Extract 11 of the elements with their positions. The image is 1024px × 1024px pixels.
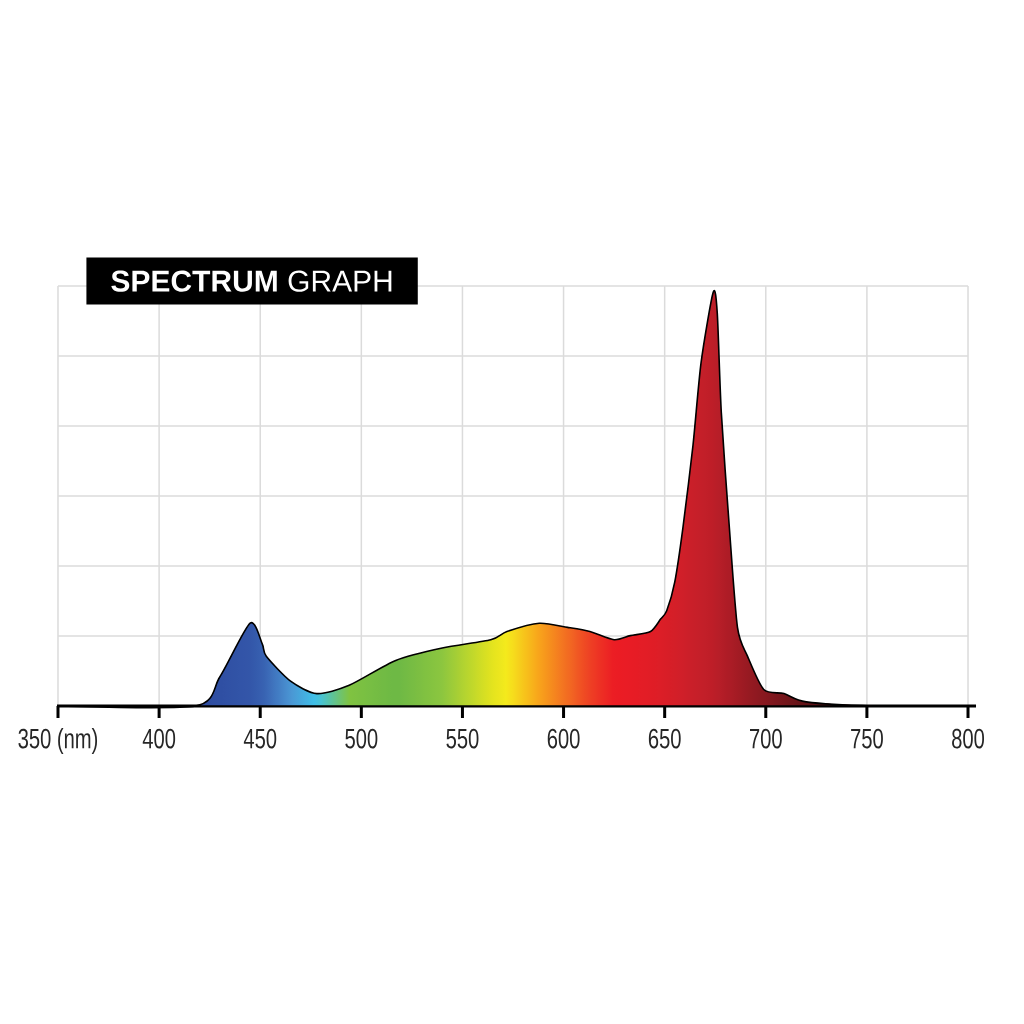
x-tick-label: 800 (952, 728, 985, 749)
x-tick-label: 500 (345, 728, 378, 749)
x-tick-label: 400 (142, 728, 176, 749)
chart-title: SPECTRUM GRAPH (111, 270, 392, 292)
x-tick-label: 550 (446, 728, 479, 749)
x-tick-label: 600 (547, 728, 580, 749)
x-tick-label: 450 (243, 728, 277, 749)
x-tick-label: 350 (nm) (18, 727, 98, 754)
x-tick-label: 750 (851, 728, 883, 749)
x-tick-label: 650 (648, 728, 681, 749)
x-tick-label: 700 (750, 728, 782, 749)
